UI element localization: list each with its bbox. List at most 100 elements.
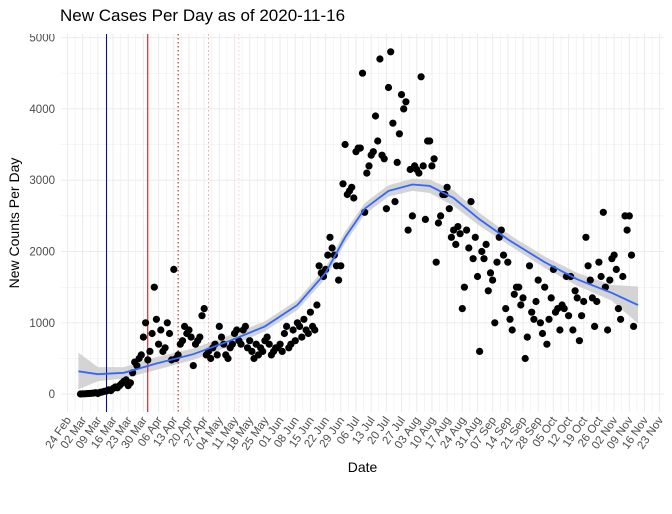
data-point [493,258,501,266]
data-point [623,226,631,234]
data-point [365,162,373,170]
data-point [213,351,221,359]
data-point [584,262,592,270]
data-point [473,272,482,281]
y-tick-label: 2000 [29,247,55,259]
data-point [463,226,471,234]
data-point [248,347,256,355]
data-point [417,73,425,81]
data-point [350,194,358,202]
data-point [185,326,193,334]
data-point [510,290,518,298]
data-point [445,205,453,213]
data-point [215,322,223,330]
data-point [189,362,197,370]
data-point [582,233,590,241]
data-point [458,305,466,313]
data-point [395,130,403,138]
y-tick-label: 5000 [29,34,55,45]
data-point [337,262,345,270]
data-point [298,333,306,341]
data-point [126,379,134,387]
data-point [187,333,195,341]
data-point [478,247,486,256]
data-point [328,244,336,252]
chart-title: New Cases Per Day as of 2020-11-16 [60,6,346,25]
data-point [241,322,249,330]
smooth-band-layer [78,178,638,390]
data-point [382,205,390,213]
data-point [521,354,529,363]
data-point [547,294,555,302]
data-point [415,169,423,177]
data-point [419,162,427,170]
data-point [538,329,547,338]
data-point [467,198,475,206]
data-point [200,305,208,313]
data-point [545,315,553,323]
data-point [389,119,397,127]
data-point [144,356,152,364]
data-point [556,326,564,334]
y-tick-label: 1000 [29,318,55,330]
data-point [146,347,154,355]
data-point [404,226,412,234]
data-point [617,315,625,323]
data-point [178,337,187,345]
data-point [217,333,226,341]
data-point [165,329,174,338]
data-point [465,244,473,252]
data-point [476,347,484,355]
data-point [460,283,468,291]
data-point [335,276,343,284]
data-point [606,276,614,284]
data-point [402,98,410,106]
data-point [356,144,364,152]
data-point [491,319,499,327]
data-point [452,240,460,248]
data-point [421,215,429,223]
data-point [593,297,601,306]
data-point [265,340,273,348]
data-point [397,91,406,99]
data-point [625,212,633,220]
smooth-line-layer [78,183,639,376]
data-point [573,294,581,302]
data-point [376,55,384,63]
data-point [428,162,436,170]
data-point [580,297,588,306]
data-point [434,219,442,227]
data-point [283,322,291,330]
data-point [595,258,603,266]
data-point [196,333,204,341]
data-point [486,269,495,277]
data-point [278,347,286,355]
data-point [339,180,347,188]
data-point [391,198,399,206]
chart-container: New Cases Per Day as of 2020-11-16 0 1000… [6,6,666,475]
data-point [224,354,232,363]
data-point [163,319,171,327]
data-point [519,294,527,302]
smooth-trend-line [78,183,639,376]
y-tick-label: 0 [49,389,55,401]
y-tick-label: 3000 [29,175,55,187]
data-point [384,83,393,92]
data-point [517,301,525,309]
data-point [157,326,165,334]
data-point [586,276,594,284]
data-point [311,326,319,334]
data-point [528,308,536,316]
data-point [259,347,267,355]
data-point [296,322,304,330]
data-point [604,326,612,334]
data-point [484,287,492,295]
data-point [569,326,577,334]
data-point [430,155,438,163]
data-point [482,240,490,248]
data-point [456,230,464,238]
data-point [142,319,150,327]
smooth-confidence-band [78,178,638,390]
data-point [300,315,308,323]
